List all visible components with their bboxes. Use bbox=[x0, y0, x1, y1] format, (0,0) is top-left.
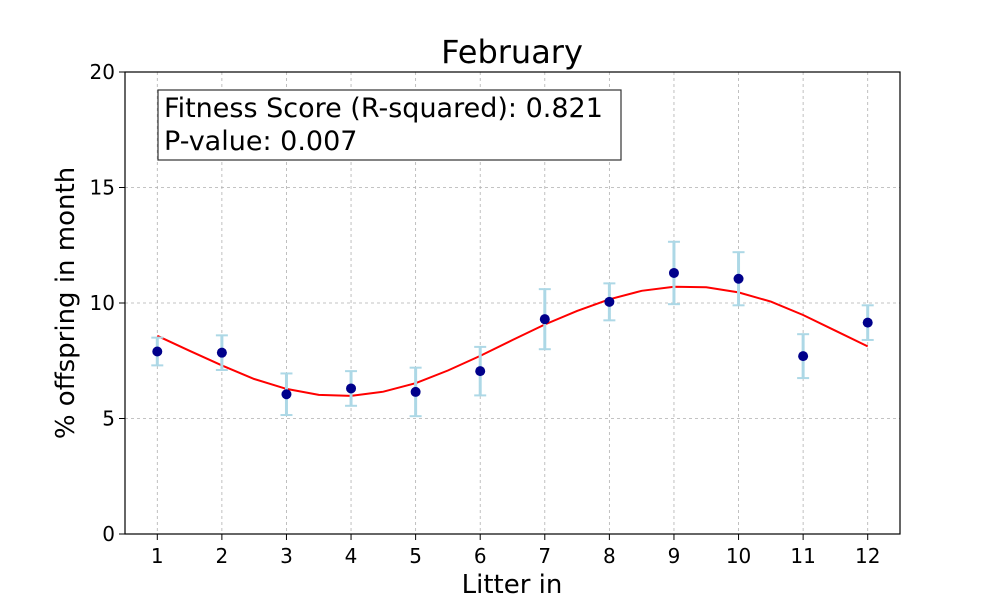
x-tick-label: 11 bbox=[790, 544, 815, 568]
fit-curve bbox=[156, 285, 869, 397]
x-tick-label: 1 bbox=[151, 544, 164, 568]
y-tick-label: 15 bbox=[90, 176, 115, 200]
data-point bbox=[410, 386, 421, 397]
x-tick-label: 3 bbox=[280, 544, 293, 568]
x-tick-label: 9 bbox=[668, 544, 681, 568]
stats-annotation-box bbox=[157, 89, 622, 161]
data-point bbox=[152, 346, 163, 357]
y-tick-label: 10 bbox=[90, 291, 115, 315]
y-tick-label: 20 bbox=[90, 60, 115, 84]
data-point bbox=[862, 317, 873, 328]
y-tick-label: 0 bbox=[102, 522, 115, 546]
x-tick-label: 7 bbox=[538, 544, 551, 568]
fit-layer bbox=[156, 285, 869, 397]
y-axis-ticks: 0 5 10 15 20 bbox=[90, 60, 125, 546]
data-point bbox=[346, 383, 357, 394]
x-tick-label: 6 bbox=[474, 544, 487, 568]
data-point bbox=[604, 296, 615, 307]
x-tick-label: 12 bbox=[855, 544, 880, 568]
chart-title: February bbox=[441, 33, 583, 71]
x-tick-label: 8 bbox=[603, 544, 616, 568]
data-points bbox=[152, 267, 873, 400]
x-tick-label: 2 bbox=[216, 544, 229, 568]
data-point bbox=[668, 267, 679, 278]
y-axis-label: % offspring in month bbox=[51, 167, 81, 439]
x-tick-label: 4 bbox=[345, 544, 358, 568]
data-point bbox=[798, 351, 809, 362]
error-bars bbox=[151, 240, 874, 418]
stats-annotation-r-squared: Fitness Score (R-squared): 0.821 bbox=[164, 93, 603, 124]
y-tick-label: 5 bbox=[102, 407, 115, 431]
stats-annotation-p-value: P-value: 0.007 bbox=[164, 126, 357, 157]
data-point bbox=[475, 366, 486, 377]
data-point bbox=[539, 314, 550, 325]
stats-annotation: Fitness Score (R-squared): 0.821 P-value… bbox=[157, 89, 622, 161]
x-tick-label: 5 bbox=[409, 544, 422, 568]
x-axis-ticks: 1 2 3 4 5 6 7 8 9 10 11 12 bbox=[151, 534, 880, 568]
data-point bbox=[216, 347, 227, 358]
x-axis-label: Litter in bbox=[462, 570, 563, 600]
data-point bbox=[733, 273, 744, 284]
x-tick-label: 10 bbox=[726, 544, 751, 568]
data-point bbox=[281, 389, 292, 400]
